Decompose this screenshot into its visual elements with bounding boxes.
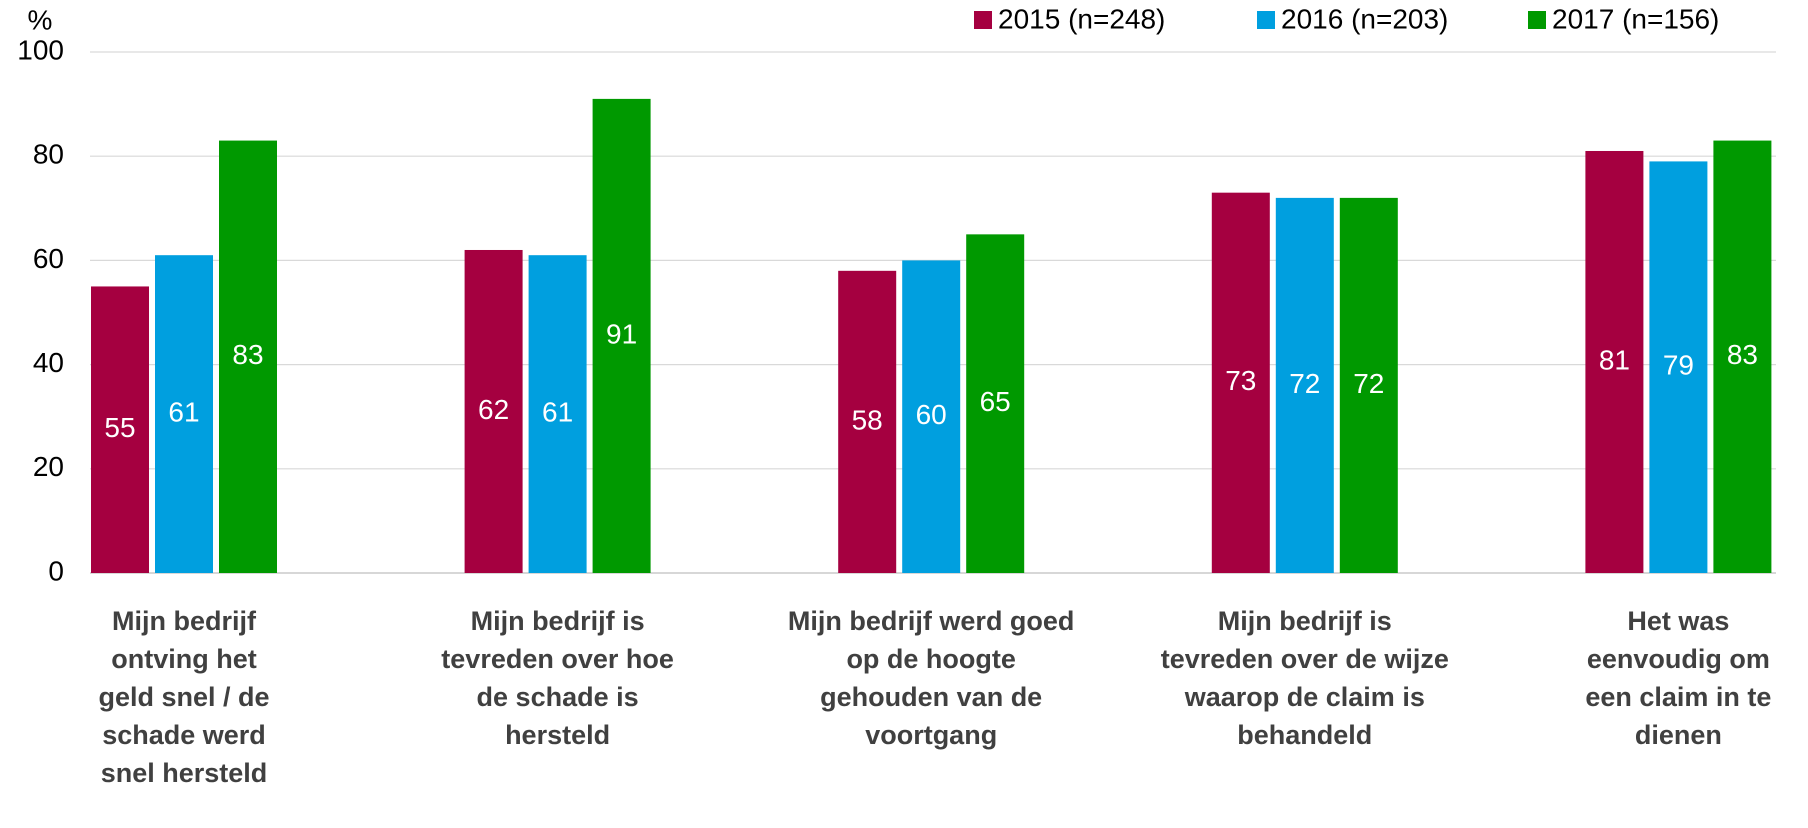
data-label: 55 [104, 412, 135, 443]
bar [464, 249, 523, 574]
legend-swatch [1257, 11, 1275, 29]
bar [1649, 161, 1708, 573]
data-label: 61 [168, 396, 199, 427]
y-tick-label: 0 [48, 555, 64, 586]
bar [155, 255, 213, 573]
bar [1339, 197, 1398, 573]
y-tick-label: 40 [33, 347, 64, 378]
y-tick-label: 80 [33, 139, 64, 170]
y-tick-label: 20 [33, 451, 64, 482]
x-tick-label: Mijn bedrijf is tevreden over hoe de sch… [441, 606, 674, 750]
data-label: 72 [1289, 368, 1320, 399]
x-tick-label: Mijn bedrijf is tevreden over de wijze w… [1160, 606, 1449, 750]
legend-swatch [974, 11, 992, 29]
bar [219, 140, 277, 573]
bar [1211, 192, 1270, 574]
bar [838, 270, 897, 573]
y-tick-label: 100 [17, 34, 64, 65]
data-label: 83 [1727, 339, 1758, 370]
legend-label: 2015 (n=248) [998, 3, 1165, 34]
legend-label: 2016 (n=203) [1281, 3, 1448, 34]
bar [1275, 197, 1334, 573]
data-label: 91 [606, 318, 637, 349]
data-label: 60 [916, 399, 947, 430]
data-label: 65 [980, 386, 1011, 417]
x-tick-label: Het was eenvoudig om een claim in te die… [1585, 606, 1772, 750]
data-label: 81 [1599, 344, 1630, 375]
data-label: 79 [1663, 350, 1694, 381]
data-label: 72 [1353, 368, 1384, 399]
legend-swatch [1528, 11, 1546, 29]
bar [592, 98, 651, 573]
y-axis-label: % [28, 4, 53, 35]
bar [1713, 140, 1772, 573]
bar [902, 260, 961, 573]
x-tick-label: Mijn bedrijf werd goed op de hoogte geho… [787, 606, 1075, 750]
bar [528, 255, 587, 573]
data-label: 62 [478, 394, 509, 425]
data-label: 73 [1225, 365, 1256, 396]
data-label: 61 [542, 396, 573, 427]
bar [91, 286, 149, 573]
data-label: 58 [852, 404, 883, 435]
data-label: 83 [232, 339, 263, 370]
legend-label: 2017 (n=156) [1552, 3, 1719, 34]
x-tick-label: Mijn bedrijf ontving het geld snel / de … [98, 606, 270, 788]
y-tick-label: 60 [33, 243, 64, 274]
bar [966, 234, 1025, 573]
bar [1585, 150, 1644, 574]
